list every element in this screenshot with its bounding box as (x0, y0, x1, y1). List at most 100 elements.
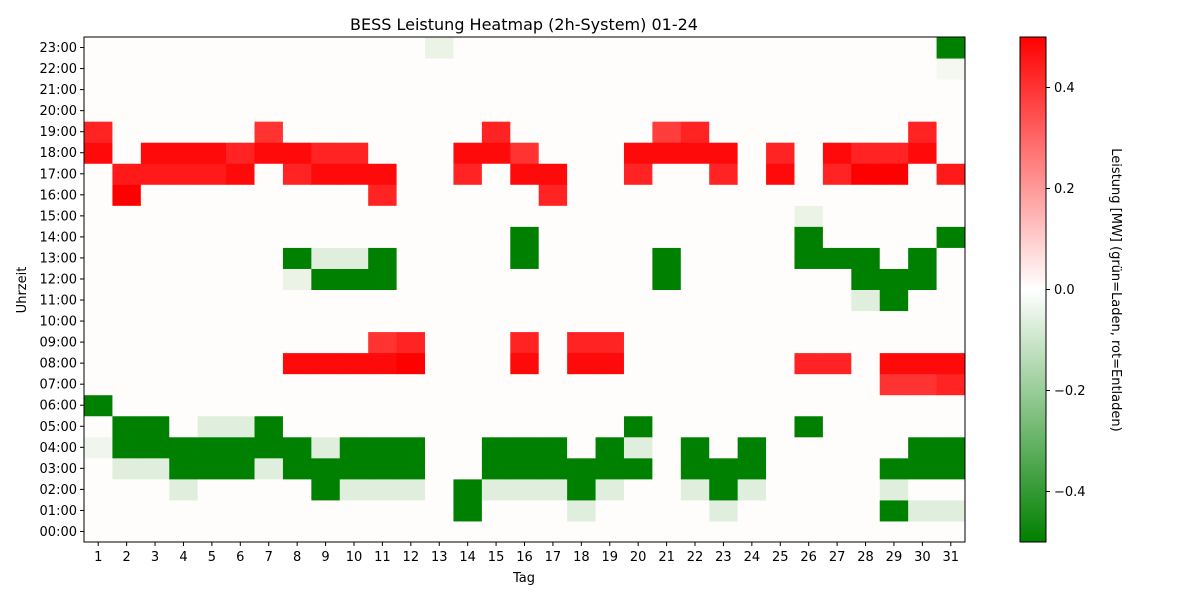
heatmap-cell (282, 415, 312, 438)
heatmap-cell (84, 142, 113, 164)
heatmap-cell (766, 457, 795, 480)
heatmap-cell (652, 205, 682, 227)
heatmap-cell (595, 226, 625, 248)
heatmap-cell (879, 394, 909, 417)
heatmap-cell (737, 457, 767, 480)
heatmap-cell (737, 415, 767, 438)
heatmap-cell (680, 163, 710, 185)
x-tick-label: 28 (857, 550, 874, 565)
heatmap-cell (396, 79, 426, 101)
heatmap-cell (908, 184, 938, 206)
heatmap-cell (879, 226, 909, 248)
heatmap-cell (766, 478, 795, 501)
heatmap-cell (84, 37, 113, 59)
heatmap-cell (169, 121, 199, 143)
heatmap-cell (652, 331, 682, 354)
heatmap-cell (396, 415, 426, 438)
heatmap-cell (339, 58, 369, 80)
heatmap-cell (197, 100, 227, 122)
x-tick-label: 16 (516, 550, 533, 565)
heatmap-cell (311, 58, 341, 80)
heatmap-cell (538, 415, 568, 438)
heatmap-cell (567, 205, 597, 227)
x-tick-label: 25 (772, 550, 789, 565)
heatmap-cell (140, 499, 170, 522)
heatmap-cell (226, 184, 256, 206)
heatmap-cell (766, 331, 795, 354)
heatmap-cell (282, 499, 312, 522)
heatmap-cell (652, 163, 682, 185)
heatmap-cell (311, 205, 341, 227)
heatmap-cell (197, 457, 227, 480)
heatmap-cell (282, 436, 312, 459)
heatmap-cell (879, 352, 909, 375)
heatmap-cell (822, 79, 852, 101)
heatmap-cell (339, 268, 369, 290)
heatmap-cell (169, 205, 199, 227)
heatmap-cell (425, 247, 454, 269)
heatmap-cell (396, 247, 426, 269)
heatmap-cell (794, 499, 824, 522)
heatmap-cell (851, 184, 881, 206)
heatmap-cell (339, 226, 369, 248)
heatmap-cell (794, 457, 824, 480)
heatmap-cell (112, 226, 142, 248)
heatmap-cell (680, 121, 710, 143)
heatmap-cell (766, 394, 795, 417)
heatmap-cell (368, 37, 398, 59)
heatmap-cell (311, 310, 341, 333)
heatmap-cell (737, 289, 767, 312)
heatmap-cell (368, 415, 398, 438)
heatmap-cell (453, 415, 483, 438)
heatmap-cell (282, 310, 312, 333)
heatmap-cell (737, 436, 767, 459)
heatmap-cell (453, 142, 483, 164)
heatmap-cell (652, 37, 682, 59)
heatmap-cell (197, 142, 227, 164)
heatmap-cell (112, 163, 142, 185)
heatmap-cell (680, 310, 710, 333)
heatmap-cell (254, 478, 284, 501)
heatmap-cell (169, 142, 199, 164)
heatmap-cell (140, 163, 170, 185)
heatmap-cell (481, 79, 511, 101)
heatmap-cell (538, 352, 568, 375)
heatmap-cell (368, 499, 398, 522)
heatmap-cell (936, 331, 966, 354)
x-tick-label: 26 (800, 550, 817, 565)
heatmap-cell (766, 499, 795, 522)
heatmap-cell (794, 310, 824, 333)
heatmap-cell (851, 331, 881, 354)
heatmap-cell (339, 79, 369, 101)
heatmap-cell (794, 121, 824, 143)
heatmap-cell (396, 184, 426, 206)
heatmap-cells (84, 37, 966, 543)
heatmap-cell (936, 163, 966, 185)
heatmap-cell (510, 121, 540, 143)
heatmap-cell (425, 100, 454, 122)
heatmap-cell (311, 100, 341, 122)
heatmap-cell (936, 121, 966, 143)
heatmap-cell (453, 163, 483, 185)
heatmap-cell (425, 436, 454, 459)
heatmap-cell (112, 58, 142, 80)
heatmap-cell (311, 79, 341, 101)
heatmap-cell (112, 121, 142, 143)
heatmap-cell (908, 226, 938, 248)
heatmap-cell (822, 163, 852, 185)
heatmap-cell (680, 520, 710, 543)
heatmap-cell (510, 457, 540, 480)
heatmap-cell (169, 331, 199, 354)
heatmap-cell (396, 499, 426, 522)
y-tick-label: 10:00 (40, 315, 77, 330)
heatmap-cell (595, 184, 625, 206)
heatmap-cell (680, 436, 710, 459)
colorbar-tick-label: −0.2 (1054, 384, 1086, 399)
heatmap-cell (567, 310, 597, 333)
y-tick-label: 01:00 (40, 504, 77, 519)
heatmap-cell (226, 520, 256, 543)
heatmap-cell (595, 478, 625, 501)
heatmap-cell (226, 352, 256, 375)
heatmap-cell (623, 478, 653, 501)
heatmap-cell (226, 58, 256, 80)
